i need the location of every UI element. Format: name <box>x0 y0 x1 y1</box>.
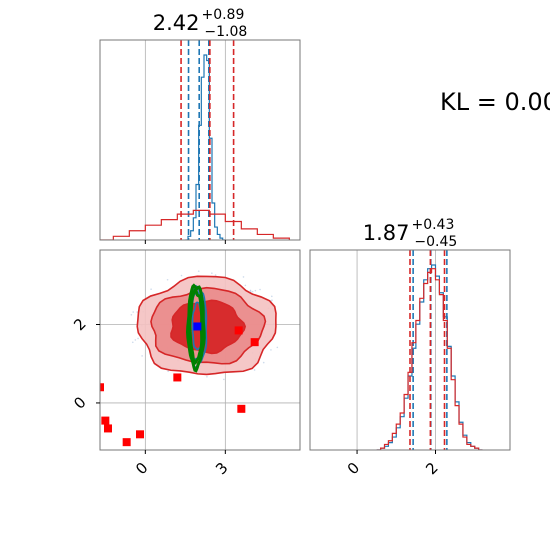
panel-bottom-right-title-lower: −0.45 <box>414 234 457 250</box>
panel-top-left-histogram: 2.42 +0.89 −1.08 <box>99 7 301 244</box>
scatter-sample-point <box>271 299 273 302</box>
panel-bottom-right-xtick-label-1: 2 <box>422 459 441 478</box>
scatter-sample-point <box>214 274 217 276</box>
panel-top-left-title-value: 2.42 <box>153 11 200 35</box>
red-marker-point-1 <box>101 416 110 425</box>
scatter-sample-point <box>180 274 183 277</box>
scatter-sample-point <box>150 288 152 290</box>
panel-bottom-right-title-upper: +0.43 <box>411 217 454 233</box>
kl-annotation: KL = 0.00 <box>440 88 550 116</box>
panel-top-left-grid <box>144 40 226 240</box>
scatter-sample-point <box>211 272 213 274</box>
panel-bottom-right-frame <box>309 249 511 451</box>
panel-bottom-left-xtick-label-0: 0 <box>132 459 151 478</box>
panel-top-left-content <box>100 40 290 240</box>
red-marker-point-8 <box>250 338 259 347</box>
panel-bottom-right-title-value: 1.87 <box>363 221 410 245</box>
scatter-sample-point <box>262 361 265 364</box>
panel-top-left-title-upper: +0.89 <box>201 7 244 23</box>
panel-top-left-frame <box>99 39 301 241</box>
scatter-sample-point <box>223 378 225 381</box>
scatter-sample-point <box>134 339 137 341</box>
scatter-sample-point <box>197 270 200 272</box>
red-marker-point-3 <box>122 438 131 447</box>
panel-top-left-series-1-histogram <box>100 209 290 240</box>
panel-bottom-left-xtick-label-1: 3 <box>212 459 231 478</box>
green-contour-level-0 <box>188 287 204 366</box>
red-marker-point-4 <box>136 430 144 439</box>
red-marker-point-5 <box>173 373 182 382</box>
scatter-sample-point <box>137 337 139 340</box>
scatter-sample-point <box>276 346 279 349</box>
scatter-sample-point <box>141 355 143 357</box>
red-marker-point-0 <box>100 383 104 392</box>
scatter-sample-point <box>136 311 138 313</box>
panel-bottom-right-xtick-label-0: 0 <box>344 459 363 478</box>
scatter-sample-point <box>259 288 261 291</box>
scatter-sample-point <box>251 290 254 293</box>
scatter-sample-point <box>130 313 133 316</box>
scatter-sample-point <box>244 284 247 287</box>
panel-bottom-right-content <box>376 250 483 450</box>
scatter-sample-point <box>254 289 257 292</box>
panel-bottom-right-title: 1.87 +0.43 −0.45 <box>363 217 458 250</box>
scatter-sample-point <box>253 369 256 371</box>
panel-top-left-title: 2.42 +0.89 −1.08 <box>153 7 248 40</box>
blue-marker-point <box>193 322 202 331</box>
red-marker-point-6 <box>234 326 243 335</box>
scatter-sample-point <box>132 311 134 313</box>
panel-top-left-title-lower: −1.08 <box>204 24 247 40</box>
green-contour-level-1 <box>186 283 206 373</box>
panel-top-left-ticks <box>144 240 226 244</box>
panel-bottom-left-frame <box>99 249 301 451</box>
annotation-group: KL = 0.00 <box>440 88 550 116</box>
panel-bottom-right-grid <box>356 250 436 450</box>
scatter-sample-point <box>270 349 272 351</box>
scatter-sample-point <box>167 370 169 373</box>
panel-top-left-series-0-histogram <box>185 54 226 240</box>
red-marker-point-7 <box>237 404 246 413</box>
scatter-sample-point <box>271 295 273 298</box>
panel-bottom-left-content <box>100 270 279 447</box>
scatter-sample-point <box>166 278 169 281</box>
scatter-sample-point <box>242 276 245 278</box>
scatter-sample-point <box>249 290 252 292</box>
panel-bottom-left-joint: 0 3 0 2 <box>70 249 301 478</box>
scatter-sample-point <box>206 375 208 378</box>
panel-bottom-left-ytick-label-1: 2 <box>70 315 89 334</box>
red-marker-point-2 <box>104 424 112 433</box>
panel-bottom-left-ytick-label-0: 0 <box>70 393 89 412</box>
scatter-sample-point <box>131 341 134 344</box>
